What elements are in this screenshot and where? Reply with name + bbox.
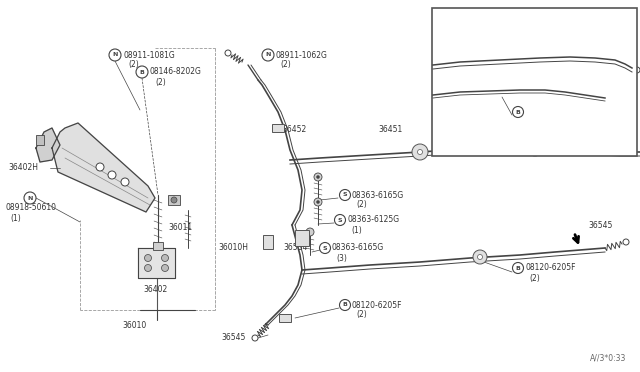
Polygon shape xyxy=(36,128,60,162)
Circle shape xyxy=(145,264,152,272)
Circle shape xyxy=(262,49,274,61)
Bar xyxy=(153,242,163,250)
Text: F/RR DISC BRAKES (4S.SE): F/RR DISC BRAKES (4S.SE) xyxy=(436,16,536,25)
Polygon shape xyxy=(52,123,155,212)
Text: 08146-8202G: 08146-8202G xyxy=(150,67,202,77)
Text: 08363-6165G: 08363-6165G xyxy=(332,244,384,253)
Circle shape xyxy=(109,49,121,61)
Circle shape xyxy=(121,178,129,186)
Text: 08918-50610: 08918-50610 xyxy=(6,203,57,212)
Circle shape xyxy=(319,243,330,253)
Text: S: S xyxy=(342,192,348,198)
Circle shape xyxy=(24,192,36,204)
Text: (3): (3) xyxy=(336,253,347,263)
Circle shape xyxy=(623,239,629,245)
Text: (2): (2) xyxy=(529,273,540,282)
Polygon shape xyxy=(138,248,175,278)
Text: 36451D: 36451D xyxy=(580,28,610,36)
Circle shape xyxy=(317,176,319,179)
Text: 08120-6205F: 08120-6205F xyxy=(525,263,575,273)
Circle shape xyxy=(339,189,351,201)
Text: S: S xyxy=(338,218,342,222)
Text: B: B xyxy=(342,302,348,308)
Circle shape xyxy=(513,106,524,118)
Text: 08363-6165G: 08363-6165G xyxy=(352,190,404,199)
Bar xyxy=(168,195,180,205)
Text: N: N xyxy=(112,52,118,58)
Text: 36534: 36534 xyxy=(284,244,308,253)
Circle shape xyxy=(417,150,422,154)
Text: 08363-6125G: 08363-6125G xyxy=(347,215,399,224)
Text: B: B xyxy=(516,109,520,115)
Bar xyxy=(432,8,637,156)
Text: B: B xyxy=(516,266,520,270)
Circle shape xyxy=(136,66,148,78)
Circle shape xyxy=(314,198,322,206)
Circle shape xyxy=(335,215,346,225)
Text: (1): (1) xyxy=(351,225,362,234)
Text: 36402: 36402 xyxy=(143,285,167,295)
Circle shape xyxy=(477,254,483,260)
Circle shape xyxy=(497,90,502,94)
Text: (2): (2) xyxy=(128,61,139,70)
Text: S: S xyxy=(323,246,327,250)
Text: 36010: 36010 xyxy=(123,321,147,330)
Text: (1): (1) xyxy=(10,214,20,222)
Circle shape xyxy=(306,228,314,236)
Text: 08911-1062G: 08911-1062G xyxy=(276,51,328,60)
Text: (2): (2) xyxy=(280,61,291,70)
Bar xyxy=(36,135,44,145)
Circle shape xyxy=(252,335,258,341)
Circle shape xyxy=(575,57,580,61)
Text: (2): (2) xyxy=(155,77,166,87)
Text: 36545: 36545 xyxy=(221,334,246,343)
Text: B: B xyxy=(140,70,145,74)
Text: A//3*0:33: A//3*0:33 xyxy=(590,353,627,362)
Text: 36545: 36545 xyxy=(588,221,612,231)
Text: 36011: 36011 xyxy=(168,224,192,232)
Circle shape xyxy=(528,142,542,156)
Text: 36010H: 36010H xyxy=(218,244,248,253)
Circle shape xyxy=(339,299,351,311)
Text: 36452: 36452 xyxy=(282,125,307,135)
Circle shape xyxy=(473,250,487,264)
Circle shape xyxy=(171,197,177,203)
Bar xyxy=(272,124,284,132)
Bar xyxy=(263,235,273,249)
Text: 36451: 36451 xyxy=(378,125,403,135)
Circle shape xyxy=(412,144,428,160)
Text: 08120-6205F: 08120-6205F xyxy=(352,301,403,310)
Bar xyxy=(295,230,309,246)
Text: 08120-6205F: 08120-6205F xyxy=(525,108,575,116)
Circle shape xyxy=(314,173,322,181)
Circle shape xyxy=(532,147,538,151)
Bar xyxy=(279,314,291,322)
Circle shape xyxy=(161,254,168,262)
Circle shape xyxy=(513,263,524,273)
Circle shape xyxy=(145,254,152,262)
Circle shape xyxy=(108,171,116,179)
Circle shape xyxy=(225,50,231,56)
Text: 08911-1081G: 08911-1081G xyxy=(123,51,175,60)
Circle shape xyxy=(317,201,319,203)
Text: (2): (2) xyxy=(356,201,367,209)
Circle shape xyxy=(494,86,506,98)
Text: (2): (2) xyxy=(529,118,540,126)
Circle shape xyxy=(634,67,640,73)
Circle shape xyxy=(96,163,104,171)
Circle shape xyxy=(569,50,587,68)
Text: (2): (2) xyxy=(356,311,367,320)
Circle shape xyxy=(161,264,168,272)
Text: 36402H: 36402H xyxy=(8,164,38,173)
Text: N: N xyxy=(266,52,271,58)
Text: N: N xyxy=(28,196,33,201)
